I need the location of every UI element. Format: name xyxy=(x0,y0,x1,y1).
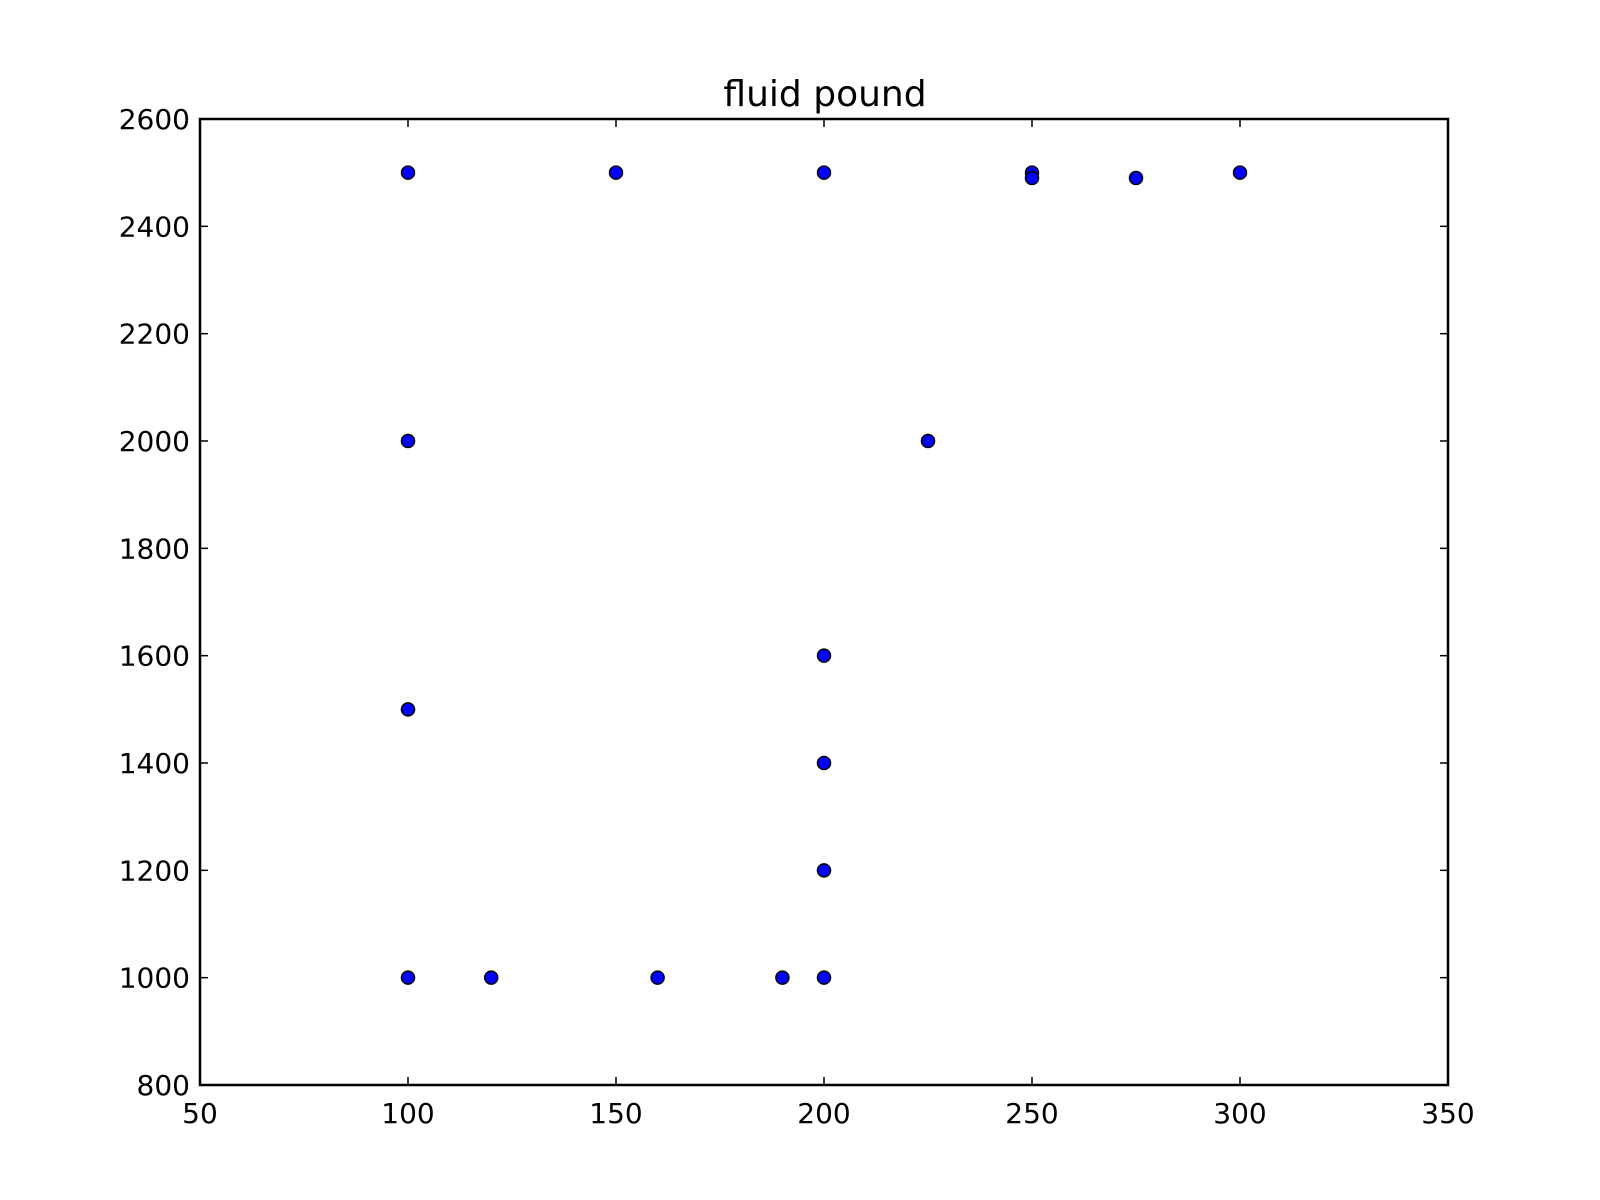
data-point xyxy=(1024,170,1040,186)
x-tick-label: 200 xyxy=(797,1097,850,1130)
y-tick-label: 1400 xyxy=(119,747,190,780)
data-point xyxy=(483,970,499,985)
data-point xyxy=(816,863,832,878)
data-point xyxy=(816,648,832,663)
data-point xyxy=(400,165,416,180)
y-tick-label: 800 xyxy=(137,1069,190,1102)
x-tick-label: 300 xyxy=(1213,1097,1266,1130)
y-tick-label: 2000 xyxy=(119,425,190,458)
chart-title: fluid pound xyxy=(723,74,926,115)
y-tick-label: 2600 xyxy=(119,103,190,136)
data-point xyxy=(650,970,665,985)
x-tick-label: 100 xyxy=(381,1097,434,1130)
axis-ticks xyxy=(199,118,1449,1086)
y-tick-label: 1200 xyxy=(119,854,190,887)
data-point xyxy=(1128,170,1144,186)
y-tick-label: 2200 xyxy=(119,318,190,351)
data-point xyxy=(400,970,416,985)
data-point xyxy=(608,165,624,180)
y-tick-label: 1000 xyxy=(119,962,190,995)
data-point xyxy=(775,970,790,985)
data-point xyxy=(1232,165,1248,180)
x-tick-label: 50 xyxy=(182,1097,218,1130)
y-tick-label: 1800 xyxy=(119,532,190,565)
y-tick-label: 1600 xyxy=(119,640,190,673)
x-tick-label: 250 xyxy=(1005,1097,1058,1130)
data-point xyxy=(816,755,832,771)
y-tick-label: 2400 xyxy=(119,210,190,243)
data-point xyxy=(816,165,832,180)
plot-frame xyxy=(198,117,1450,1087)
x-tick-label: 350 xyxy=(1421,1097,1474,1130)
data-point xyxy=(920,433,936,449)
x-axis-tick-labels: 50 100 150 200 250 300 350 xyxy=(182,1097,1475,1130)
data-points xyxy=(400,165,1248,985)
data-point xyxy=(816,970,832,985)
x-tick-label: 150 xyxy=(589,1097,642,1130)
data-point xyxy=(400,702,416,717)
data-point xyxy=(400,433,416,449)
y-axis-tick-labels: 800 1000 1200 1400 1600 1800 2000 2200 2400 2600 xyxy=(119,103,190,1102)
